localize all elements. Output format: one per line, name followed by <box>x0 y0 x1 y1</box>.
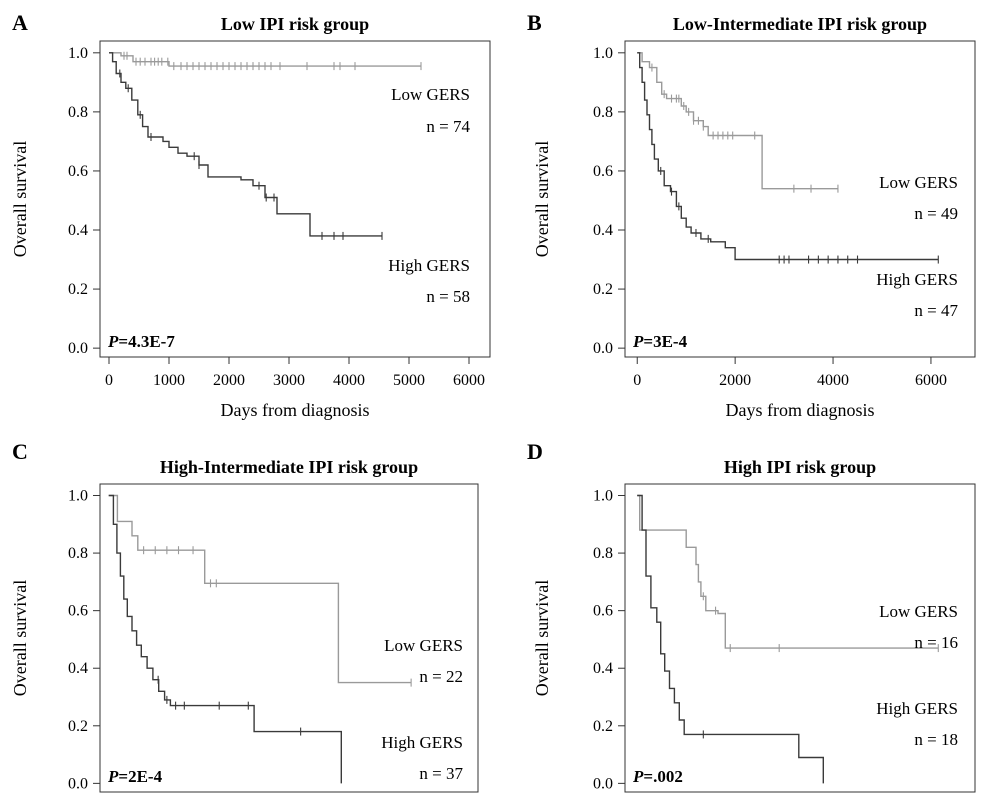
y-axis-label: Overall survival <box>532 141 552 257</box>
y-tick-label: 0.0 <box>68 340 88 357</box>
y-tick-label: 0.6 <box>68 603 88 620</box>
y-axis-label: Overall survival <box>10 580 30 696</box>
low-gers-curve <box>109 52 421 67</box>
y-axis-label: Overall survival <box>532 580 552 696</box>
y-tick-label: 0.4 <box>68 222 88 239</box>
y-tick-label: 0.2 <box>68 281 88 298</box>
p-value: P=4.3E-7 <box>107 332 175 351</box>
y-tick-label: 0.8 <box>68 545 88 562</box>
y-tick-label: 0.0 <box>593 340 613 357</box>
high-gers-curve <box>109 52 382 237</box>
y-tick-label: 0.4 <box>593 660 613 677</box>
panel-d: D High IPI risk group 0.0 0.2 0.4 0.6 0.8 1.0 Ov… <box>527 439 976 793</box>
x-tick-label: 1000 <box>153 372 185 389</box>
low-gers-curve <box>108 494 412 684</box>
x-tick-label: 4000 <box>817 372 849 389</box>
high-gers-n: n = 18 <box>914 730 958 749</box>
p-value: P=.002 <box>632 767 683 786</box>
chart-title: Low-Intermediate IPI risk group <box>673 14 927 34</box>
y-tick-label: 0.4 <box>68 660 88 677</box>
x-tick-label: 2000 <box>213 372 245 389</box>
plot-frame <box>624 483 976 793</box>
low-gers-n: n = 74 <box>426 117 470 136</box>
y-tick-label: 0.2 <box>68 718 88 735</box>
high-gers-curve <box>108 494 342 784</box>
y-tick-label: 0.4 <box>593 222 613 239</box>
x-tick-label: 5000 <box>393 372 425 389</box>
y-tick-label: 0.6 <box>593 163 613 180</box>
y-axis-label: Overall survival <box>10 141 30 257</box>
y-tick-label: 0.2 <box>593 718 613 735</box>
x-tick-label: 6000 <box>915 372 947 389</box>
p-value: P=3E-4 <box>632 332 688 351</box>
low-gers-n: n = 16 <box>914 633 958 652</box>
plot-frame <box>624 40 976 358</box>
x-tick-label: 6000 <box>453 372 485 389</box>
low-gers-label: Low GERS <box>879 173 958 192</box>
panel-letter: A <box>12 10 28 35</box>
low-gers-label: Low GERS <box>384 636 463 655</box>
x-axis-label: Days from diagnosis <box>726 400 875 420</box>
y-tick-label: 0.6 <box>593 603 613 620</box>
y-tick-label: 0.8 <box>593 545 613 562</box>
high-gers-label: High GERS <box>388 256 470 275</box>
x-tick-label: 3000 <box>273 372 305 389</box>
p-value-symbol: P <box>107 767 119 786</box>
low-gers-n: n = 49 <box>914 204 958 223</box>
y-tick-label: 1.0 <box>593 488 613 505</box>
panel-b: B Low-Intermediate IPI risk group 0.0 0.2 0.… <box>527 10 976 420</box>
low-gers-curve <box>637 494 939 649</box>
p-value: P=2E-4 <box>107 767 163 786</box>
panel-letter: B <box>527 10 542 35</box>
p-value-symbol: P <box>107 332 119 351</box>
high-gers-curve <box>637 494 824 784</box>
x-tick-label: 0 <box>633 372 641 389</box>
high-gers-label: High GERS <box>876 699 958 718</box>
high-gers-label: High GERS <box>876 270 958 289</box>
high-gers-n: n = 58 <box>426 287 470 306</box>
x-tick-label: 4000 <box>333 372 365 389</box>
plot-frame <box>99 40 491 358</box>
y-tick-label: 1.0 <box>68 488 88 505</box>
p-value-number: =.002 <box>643 767 682 786</box>
y-tick-label: 0.0 <box>68 775 88 792</box>
low-gers-n: n = 22 <box>419 667 463 686</box>
p-value-symbol: P <box>632 767 644 786</box>
y-tick-label: 1.0 <box>593 45 613 62</box>
x-axis-label: Days from diagnosis <box>221 400 370 420</box>
plot-frame <box>99 483 479 793</box>
y-tick-label: 0.0 <box>593 775 613 792</box>
p-value-number: =2E-4 <box>118 767 162 786</box>
low-gers-label: Low GERS <box>391 85 470 104</box>
high-gers-n: n = 47 <box>914 301 958 320</box>
panel-a: A Low IPI risk group 0.0 0.2 0.4 0.6 0.8 1.0 0 10… <box>10 10 491 420</box>
x-tick-label: 0 <box>105 372 113 389</box>
low-gers-curve <box>637 52 838 190</box>
y-tick-label: 0.8 <box>68 104 88 121</box>
chart-title: High-Intermediate IPI risk group <box>160 457 418 477</box>
chart-title: Low IPI risk group <box>221 14 369 34</box>
low-gers-label: Low GERS <box>879 602 958 621</box>
high-gers-label: High GERS <box>381 733 463 752</box>
chart-title: High IPI risk group <box>724 457 876 477</box>
p-value-symbol: P <box>632 332 644 351</box>
panel-letter: D <box>527 439 543 464</box>
p-value-number: =4.3E-7 <box>118 332 175 351</box>
panel-letter: C <box>12 439 28 464</box>
x-tick-label: 2000 <box>719 372 751 389</box>
high-gers-curve <box>637 52 939 261</box>
p-value-number: =3E-4 <box>643 332 687 351</box>
high-gers-n: n = 37 <box>419 764 463 783</box>
y-tick-label: 0.8 <box>593 104 613 121</box>
panel-c: C High-Intermediate IPI risk group 0.0 0.2 0… <box>10 439 479 793</box>
y-tick-label: 1.0 <box>68 45 88 62</box>
y-tick-label: 0.2 <box>593 281 613 298</box>
y-tick-label: 0.6 <box>68 163 88 180</box>
